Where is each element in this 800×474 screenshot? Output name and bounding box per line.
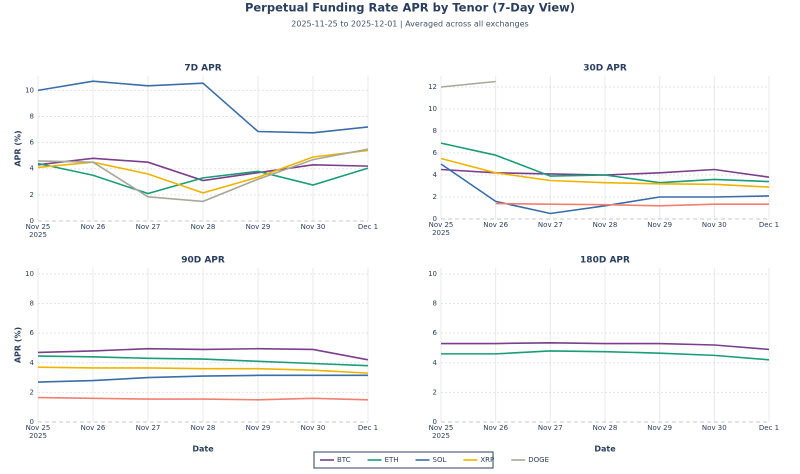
y-tick-label: 0 <box>433 215 437 223</box>
x-tick-label: Nov 28 <box>191 223 216 231</box>
x-tick-label: Dec 1 <box>358 223 378 231</box>
x-tick-label: Nov 26 <box>81 424 106 432</box>
y-tick-label: 6 <box>433 329 438 337</box>
y-tick-label: 0 <box>30 217 34 225</box>
y-tick-label: 10 <box>428 105 437 113</box>
x-tick-label: Nov 30 <box>301 424 326 432</box>
x-tick-label: Nov 29 <box>246 223 271 231</box>
series-line <box>441 350 770 361</box>
series-line <box>37 366 369 374</box>
x-tick-label: Nov 26 <box>483 424 508 432</box>
x-tick-label: Nov 29 <box>647 221 672 229</box>
y-tick-label: 6 <box>30 139 35 147</box>
y-tick-label: 10 <box>428 270 437 278</box>
series-line <box>37 374 368 383</box>
y-tick-label: 8 <box>30 112 34 120</box>
legend-label: SOL <box>433 456 447 464</box>
x-tick-label: Nov 29 <box>647 424 672 432</box>
x-tick-label: Nov 25 <box>26 223 51 231</box>
y-tick-label: 2 <box>433 193 437 201</box>
legend-label: ETH <box>385 456 399 464</box>
x-tick-label: Nov 25 <box>429 221 454 229</box>
x-tick-label: Nov 28 <box>593 424 618 432</box>
y-tick-label: 12 <box>428 83 437 91</box>
y-tick-label: 10 <box>25 86 34 94</box>
y-tick-label: 6 <box>433 149 438 157</box>
y-tick-label: 0 <box>30 418 34 426</box>
x-tick-label: Dec 1 <box>759 424 779 432</box>
y-axis-title: APR (%) <box>14 327 23 363</box>
x-year-label: 2025 <box>29 432 47 440</box>
x-year-label: 2025 <box>29 231 47 239</box>
chart-title: Perpetual Funding Rate APR by Tenor (7-D… <box>245 1 575 15</box>
x-tick-label: Nov 26 <box>483 221 508 229</box>
y-tick-label: 0 <box>433 418 437 426</box>
legend-label: DOGE <box>528 456 549 464</box>
y-tick-label: 4 <box>30 359 35 367</box>
chart-subtitle: 2025-11-25 to 2025-12-01 | Averaged acro… <box>291 20 528 29</box>
x-tick-label: Nov 27 <box>538 221 563 229</box>
panel-title: 30D APR <box>583 64 627 74</box>
x-tick-label: Nov 27 <box>136 424 161 432</box>
x-tick-label: Nov 30 <box>702 424 727 432</box>
y-tick-label: 10 <box>25 270 34 278</box>
series-line <box>37 157 369 182</box>
y-tick-label: 4 <box>433 359 438 367</box>
x-tick-label: Nov 27 <box>538 424 563 432</box>
x-tick-label: Dec 1 <box>759 221 779 229</box>
series-line <box>37 148 369 203</box>
x-tick-label: Nov 28 <box>191 424 216 432</box>
y-tick-label: 6 <box>30 329 35 337</box>
legend-label: XRP <box>480 456 494 464</box>
x-axis-title: Date <box>192 445 214 454</box>
y-tick-label: 8 <box>433 300 437 308</box>
y-tick-label: 4 <box>433 171 438 179</box>
y-tick-label: 8 <box>30 300 34 308</box>
x-tick-label: Dec 1 <box>358 424 378 432</box>
x-year-label: 2025 <box>432 432 450 440</box>
panel-title: 180D APR <box>580 256 630 266</box>
y-tick-label: 2 <box>30 388 34 396</box>
x-year-label: 2025 <box>432 229 450 237</box>
series-line <box>440 163 770 215</box>
series-line <box>495 202 769 207</box>
panel-title: 7D APR <box>184 64 221 74</box>
panel-title: 90D APR <box>181 256 225 266</box>
x-tick-label: Nov 28 <box>593 221 618 229</box>
y-tick-label: 2 <box>433 388 437 396</box>
x-axis-title: Date <box>594 445 616 454</box>
series-line <box>37 162 369 195</box>
y-axis-title: APR (%) <box>14 130 23 166</box>
x-tick-label: Nov 30 <box>301 223 326 231</box>
x-tick-label: Nov 26 <box>81 223 106 231</box>
legend-box <box>313 451 494 469</box>
x-tick-label: Nov 27 <box>136 223 161 231</box>
y-tick-label: 4 <box>30 165 35 173</box>
series-line <box>37 80 369 134</box>
y-tick-label: 2 <box>30 191 34 199</box>
x-tick-label: Nov 29 <box>246 424 271 432</box>
x-tick-label: Nov 25 <box>429 424 454 432</box>
legend-label: BTC <box>337 456 351 464</box>
series-line <box>440 80 496 88</box>
y-tick-label: 8 <box>433 127 437 135</box>
series-line <box>37 355 369 367</box>
series-line <box>441 341 770 351</box>
series-line <box>37 396 369 401</box>
series-line <box>37 347 369 361</box>
series-line <box>440 157 770 188</box>
series-line <box>440 142 770 184</box>
x-tick-label: Nov 25 <box>26 424 51 432</box>
x-tick-label: Nov 30 <box>702 221 727 229</box>
